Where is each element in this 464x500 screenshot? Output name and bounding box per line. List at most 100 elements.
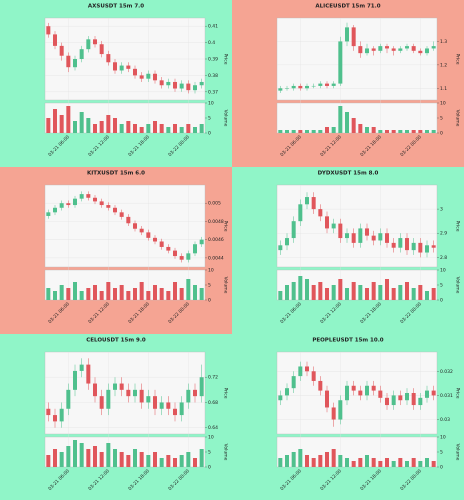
candle-body <box>371 385 376 391</box>
volume-plot-area <box>44 269 206 301</box>
volume-tick-label: 0 <box>440 131 443 137</box>
candle-body <box>179 83 184 89</box>
volume-bar <box>325 452 329 467</box>
candle-body <box>391 242 396 248</box>
volume-bar <box>66 106 71 133</box>
volume-tick-label: 5 <box>208 283 211 289</box>
volume-bar <box>345 112 349 133</box>
candle-body <box>119 212 124 217</box>
candle-body <box>193 244 197 254</box>
volume-bar <box>405 282 409 300</box>
volume-bar <box>378 130 383 133</box>
candle-body <box>46 26 51 35</box>
volume-bar <box>59 115 64 133</box>
volume-tick-label: 0 <box>208 465 211 471</box>
y-tick-label: 0.032 <box>440 369 453 375</box>
volume-bar <box>331 449 336 467</box>
candle-body <box>291 85 296 89</box>
y-tick-label: 0.39 <box>208 57 218 63</box>
volume-bar <box>311 130 316 133</box>
volume-bar <box>93 285 97 300</box>
volume-bar <box>311 458 316 467</box>
chart-title: PEOPLEUSDT 15m 10.0 <box>312 338 383 344</box>
chart-panel: CELOUSDT 15m 9.0 0.64 0.68 0.72 0 5 10 Price Vol… <box>0 334 232 500</box>
y-tick-label: 0.0044 <box>208 255 224 261</box>
candle-body <box>411 46 416 51</box>
candle-body <box>159 402 164 409</box>
candle-body <box>385 233 389 243</box>
price-plot-area <box>44 351 206 435</box>
candle-body <box>86 364 91 384</box>
y-tick-label: 2.9 <box>440 231 447 237</box>
volume-bar <box>391 461 396 467</box>
candle-body <box>106 54 111 63</box>
candle-body <box>113 207 117 213</box>
volume-bar <box>73 440 77 467</box>
candle-body <box>166 402 171 409</box>
volume-bar <box>46 118 51 133</box>
candle-body <box>113 383 117 390</box>
candle-body <box>193 389 197 397</box>
candle-body <box>186 389 191 403</box>
volume-plot-area <box>44 436 206 468</box>
candle-body <box>285 388 289 396</box>
y-tick-label: 1.1 <box>440 86 447 92</box>
volume-bar <box>405 461 409 467</box>
volume-bar <box>139 127 144 133</box>
volume-bar <box>79 291 84 300</box>
y-axis-label: Price <box>455 54 461 65</box>
candle-body <box>418 242 423 253</box>
candle-body <box>153 237 157 242</box>
candle-body <box>59 45 64 56</box>
candle-body <box>338 223 343 239</box>
volume-bar <box>425 458 429 467</box>
price-plot-area <box>44 184 206 268</box>
chart-panel: PEOPLEUSDT 15m 10.0 0.03 0.031 0.032 0 5 10 Pri… <box>232 334 464 500</box>
volume-bar <box>93 124 97 133</box>
candle-body <box>291 221 296 239</box>
volume-bar <box>179 127 184 133</box>
volume-bar <box>119 452 124 467</box>
volume-bar <box>418 461 423 467</box>
candle-body <box>305 85 309 89</box>
candle-body <box>93 39 97 45</box>
volume-bar <box>331 127 336 133</box>
y-axis-label: Price <box>455 388 461 399</box>
volume-bar <box>345 288 349 300</box>
candle-body <box>351 233 356 243</box>
volume-bar <box>351 282 356 300</box>
candle-body <box>53 415 57 422</box>
candle-body <box>139 389 144 403</box>
candle-body <box>173 250 177 257</box>
volume-bar <box>398 285 403 300</box>
volume-bar <box>371 282 376 300</box>
volume-tick-label: 10 <box>440 435 446 441</box>
candle-body <box>358 390 363 396</box>
candle-body <box>405 393 409 401</box>
volume-bar <box>338 455 343 467</box>
candle-body <box>311 197 316 210</box>
volume-bar <box>166 455 171 467</box>
candle-body <box>119 383 124 390</box>
volume-bar <box>119 124 124 133</box>
volume-bar <box>345 458 349 467</box>
volume-bar <box>133 124 137 133</box>
volume-bar <box>159 458 164 467</box>
y-tick-label: 0.64 <box>208 425 218 431</box>
candle-body <box>358 228 363 243</box>
volume-bar <box>46 455 51 467</box>
volume-bar <box>338 279 343 300</box>
candle-body <box>146 73 151 79</box>
volume-bar <box>166 127 171 133</box>
volume-bar <box>139 282 144 300</box>
candle-body <box>199 81 204 86</box>
candle-body <box>391 395 396 406</box>
volume-bar <box>431 288 436 300</box>
candle-body <box>311 371 316 381</box>
volume-bar <box>133 288 137 300</box>
volume-bar <box>385 130 389 133</box>
candle-body <box>411 242 416 251</box>
volume-bar <box>133 449 137 467</box>
candle-body <box>331 223 336 229</box>
volume-bar <box>193 458 197 467</box>
